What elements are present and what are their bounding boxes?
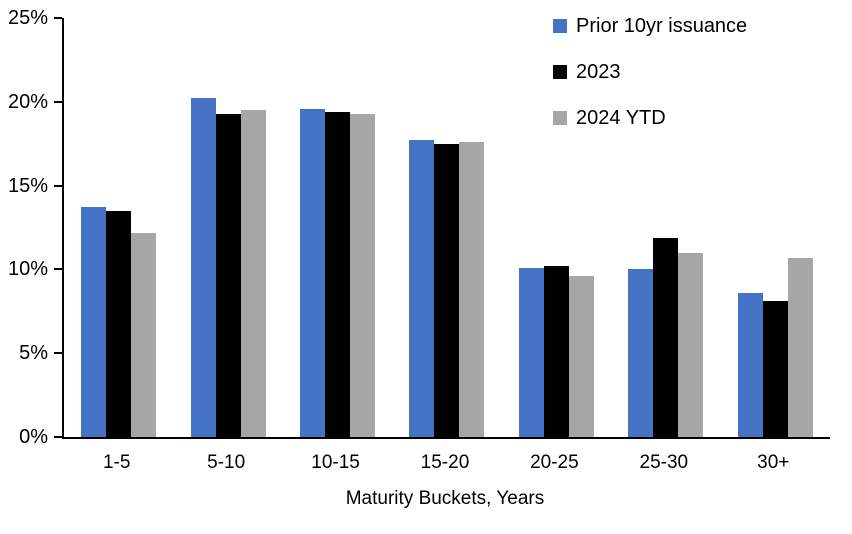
legend-swatch	[553, 19, 567, 33]
y-tick-label: 20%	[7, 90, 48, 113]
y-tick-label: 0%	[19, 426, 48, 448]
x-tick-label: 1-5	[102, 452, 131, 473]
bar-2024-ytd-30+	[787, 257, 813, 437]
bar-prior-10yr-issuance-20-25	[518, 267, 544, 437]
bar-group-30+	[721, 18, 830, 437]
bar-2024-ytd-5-10	[240, 110, 266, 437]
y-tick	[54, 184, 62, 187]
bar-prior-10yr-issuance-5-10	[190, 98, 216, 437]
y-tick-label: 5%	[19, 342, 48, 365]
legend-item: Prior 10yr issuance	[553, 12, 747, 40]
y-tick	[54, 17, 62, 19]
x-tick-label: 30+	[757, 452, 790, 473]
legend-swatch	[553, 65, 567, 79]
bar-2023-5-10	[215, 113, 241, 437]
bar-prior-10yr-issuance-30+	[737, 292, 763, 437]
x-tick-label: 20-25	[530, 452, 579, 473]
bar-group-1-5	[64, 18, 173, 437]
bar-groups	[64, 18, 830, 437]
bar-2023-20-25	[543, 266, 569, 437]
y-tick	[54, 436, 62, 438]
bar-2023-10-15	[325, 111, 351, 437]
bar-group-15-20	[392, 18, 501, 437]
bar-prior-10yr-issuance-10-15	[300, 108, 326, 437]
legend-label: Prior 10yr issuance	[576, 14, 748, 37]
bar-2023-1-5	[106, 210, 132, 437]
bar-2024-ytd-25-30	[678, 252, 704, 437]
y-tick	[54, 268, 62, 271]
bar-group-5-10	[173, 18, 282, 437]
plot-area	[62, 18, 830, 439]
legend: Prior 10yr issuance 2023 2024 YTD	[553, 12, 747, 132]
y-tick-label: 25%	[7, 7, 48, 29]
bar-2024-ytd-20-25	[568, 276, 594, 437]
bar-group-25-30	[611, 18, 720, 437]
x-tick-label: 10-15	[311, 452, 360, 473]
bar-group-10-15	[283, 18, 392, 437]
x-tick-label: 5-10	[207, 452, 246, 473]
y-tick	[54, 352, 62, 355]
bar-prior-10yr-issuance-25-30	[628, 269, 654, 437]
bar-group-20-25	[502, 18, 611, 437]
legend-item: 2023	[553, 58, 747, 86]
bar-2023-25-30	[653, 237, 679, 437]
y-tick-label: 15%	[7, 174, 48, 197]
y-tick-label: 10%	[7, 258, 48, 281]
legend-label: 2023	[576, 60, 621, 83]
legend-swatch	[553, 111, 567, 125]
x-axis-title: Maturity Buckets, Years	[345, 488, 545, 509]
bar-prior-10yr-issuance-15-20	[409, 140, 435, 437]
y-tick	[54, 100, 62, 103]
bar-2023-30+	[762, 301, 788, 437]
x-axis-labels: 1-5 5-10 10-15 15-20 20-25 25-30 30+	[62, 452, 828, 474]
x-tick-label: 15-20	[420, 452, 470, 473]
legend-label: 2024 YTD	[576, 106, 666, 129]
legend-item: 2024 YTD	[553, 104, 747, 132]
x-tick-label: 25-30	[639, 452, 689, 473]
bar-2024-ytd-1-5	[131, 232, 157, 437]
bar-2024-ytd-15-20	[459, 142, 485, 437]
bar-2024-ytd-10-15	[350, 113, 376, 437]
bar-prior-10yr-issuance-1-5	[81, 207, 107, 437]
bar-2023-15-20	[434, 143, 460, 437]
